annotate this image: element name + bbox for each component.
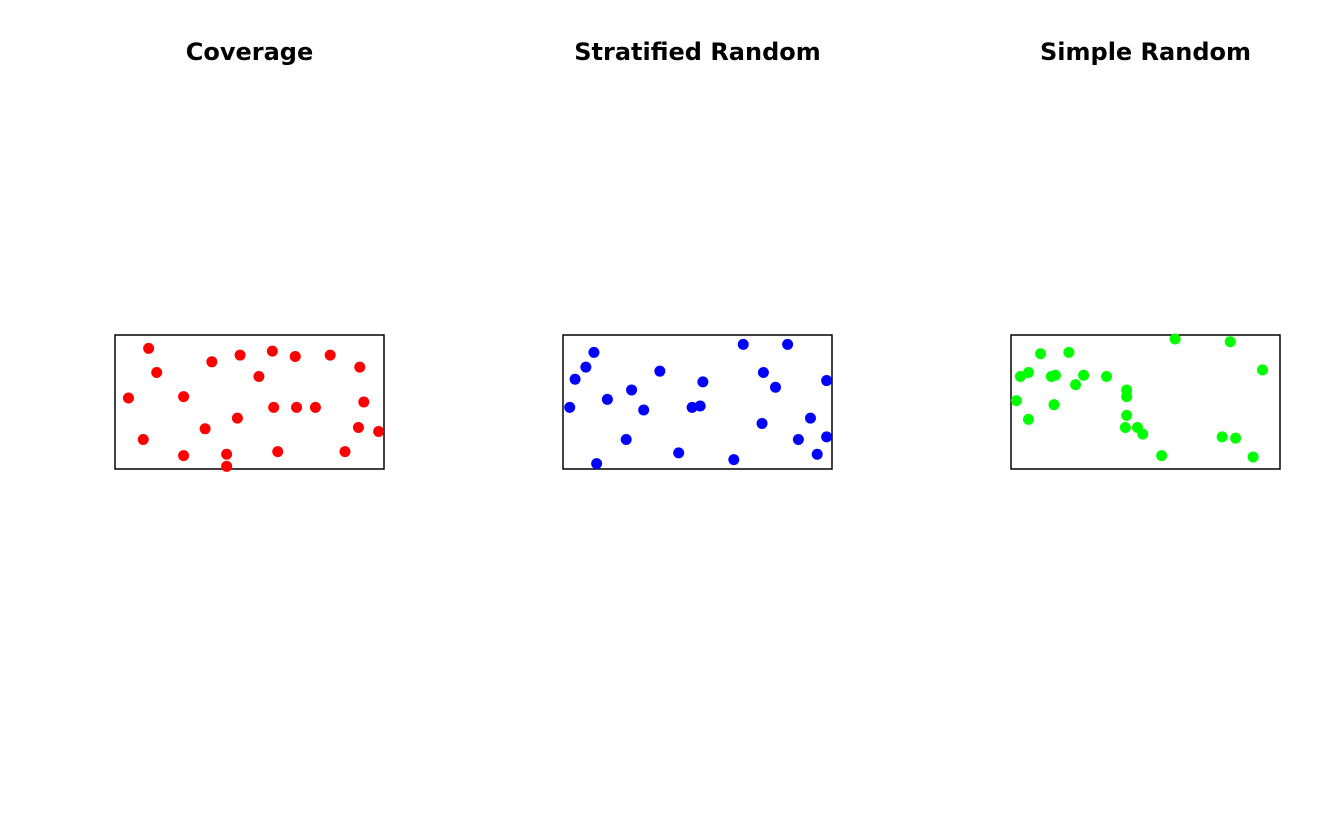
point: [620, 434, 632, 446]
point: [673, 447, 685, 459]
point: [1216, 431, 1228, 443]
point: [811, 448, 823, 460]
point: [231, 412, 243, 424]
point: [1121, 391, 1133, 403]
point: [272, 446, 284, 458]
point: [1247, 451, 1259, 463]
chart-title: Simple Random: [1040, 38, 1251, 66]
point: [757, 367, 769, 379]
point: [821, 431, 833, 443]
point: [339, 446, 351, 458]
point: [737, 338, 749, 350]
point: [1022, 413, 1034, 425]
point: [1078, 369, 1090, 381]
point: [697, 376, 709, 388]
point: [580, 361, 592, 373]
point: [1070, 379, 1082, 391]
point: [206, 356, 218, 368]
plot-frame: [114, 334, 385, 470]
point: [569, 373, 581, 385]
point: [821, 375, 833, 387]
point: [199, 423, 211, 435]
point: [1121, 409, 1133, 421]
point: [1100, 371, 1112, 383]
point: [354, 361, 366, 373]
point: [1257, 364, 1269, 376]
point: [1022, 367, 1034, 379]
chart-title: Coverage: [186, 38, 314, 66]
point: [1049, 369, 1061, 381]
point: [358, 396, 370, 408]
point: [268, 401, 280, 413]
point: [352, 421, 364, 433]
point: [291, 401, 303, 413]
point: [626, 384, 638, 396]
point: [1119, 421, 1131, 433]
point: [1137, 428, 1149, 440]
point: [792, 434, 804, 446]
point: [782, 338, 794, 350]
point: [309, 401, 321, 413]
point: [289, 350, 301, 362]
point: [601, 393, 613, 405]
point: [151, 367, 163, 379]
point: [234, 349, 246, 361]
point: [122, 392, 134, 404]
point: [1156, 450, 1168, 462]
point: [1010, 395, 1022, 407]
point: [686, 401, 698, 413]
point: [564, 401, 576, 413]
point: [137, 434, 149, 446]
point: [1035, 348, 1047, 360]
point: [588, 346, 600, 358]
point: [373, 425, 385, 437]
point: [770, 381, 782, 393]
point: [178, 450, 190, 462]
point: [756, 417, 768, 429]
point: [694, 400, 706, 412]
point: [253, 371, 265, 383]
point: [143, 342, 155, 354]
point: [591, 458, 603, 470]
plot-frame: [562, 334, 833, 470]
point: [266, 345, 278, 357]
point: [178, 391, 190, 403]
point: [1230, 432, 1242, 444]
point: [1063, 346, 1075, 358]
chart-title: Stratified Random: [574, 38, 821, 66]
point: [324, 349, 336, 361]
point: [1224, 336, 1236, 348]
point: [221, 460, 233, 472]
point: [654, 365, 666, 377]
point: [1048, 399, 1060, 411]
point: [804, 412, 816, 424]
point: [728, 454, 740, 466]
point: [1169, 333, 1181, 345]
point: [221, 448, 233, 460]
point: [638, 404, 650, 416]
plot-frame: [1010, 334, 1281, 470]
